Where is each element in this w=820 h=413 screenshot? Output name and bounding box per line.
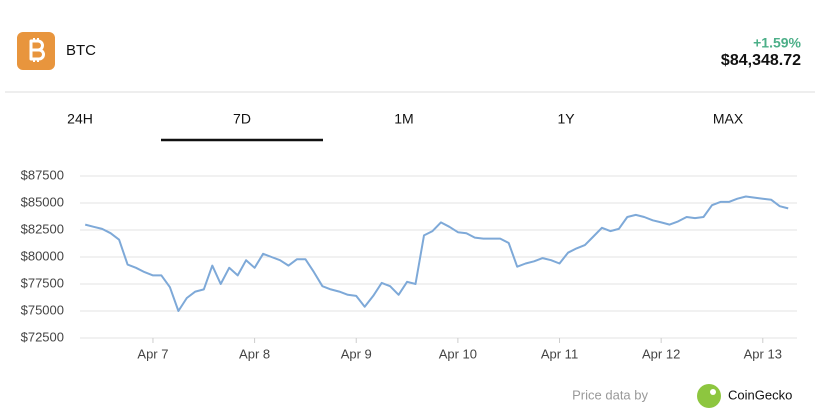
y-tick-label: $80000	[21, 248, 64, 263]
y-tick-label: $85000	[21, 194, 64, 209]
coingecko-logo-eye	[710, 389, 716, 395]
price: $84,348.72	[721, 52, 801, 69]
tab[interactable]: 7D	[233, 111, 251, 127]
coingecko-logo	[697, 384, 721, 408]
tab[interactable]: 1Y	[557, 111, 575, 127]
price-line	[84, 195, 789, 312]
attribution-text: Price data by	[572, 387, 648, 402]
y-tick-label: $75000	[21, 302, 64, 317]
x-tick-label: Apr 7	[137, 346, 168, 361]
x-tick-label: Apr 11	[541, 346, 578, 361]
x-tick-label: Apr 8	[239, 346, 270, 361]
y-tick-label: $87500	[21, 167, 64, 182]
y-tick-label: $77500	[21, 275, 64, 290]
y-tick-label: $72500	[21, 329, 64, 344]
coin-symbol: BTC	[66, 42, 96, 59]
bitcoin-glyph	[29, 38, 45, 62]
x-tick-label: Apr 10	[439, 346, 477, 361]
x-tick-label: Apr 9	[341, 346, 372, 361]
x-tick-label: Apr 12	[642, 346, 680, 361]
tab[interactable]: 24H	[67, 111, 93, 127]
y-tick-label: $82500	[21, 221, 64, 236]
tab[interactable]: 1M	[394, 111, 413, 127]
price-change: +1.59%	[753, 35, 801, 51]
attribution-source: CoinGecko	[728, 387, 792, 402]
x-tick-label: Apr 13	[744, 346, 782, 361]
tab[interactable]: MAX	[713, 111, 744, 127]
